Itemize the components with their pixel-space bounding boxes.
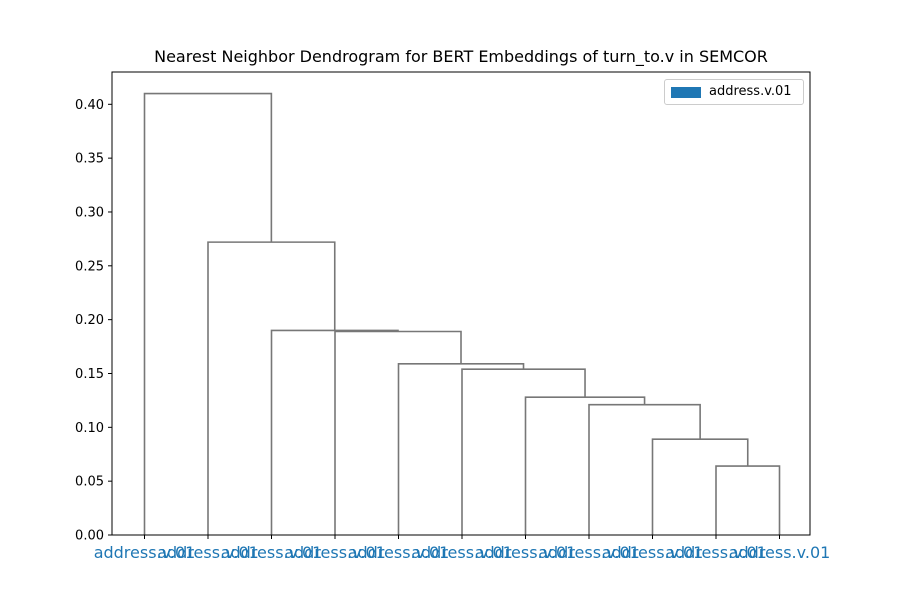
dendrogram-link-4 <box>461 368 586 535</box>
dendrogram-link-7 <box>270 329 399 535</box>
legend-swatch <box>671 87 701 98</box>
y-tick-label-5: 0.25 <box>75 259 104 274</box>
leaf-label-9: address.v.01 <box>665 543 767 562</box>
y-tick-label-6: 0.30 <box>75 205 104 220</box>
plot-frame <box>111 71 811 536</box>
chart-title: Nearest Neighbor Dendrogram for BERT Emb… <box>154 47 768 66</box>
leaf-label-2: address.v.01 <box>221 543 323 562</box>
y-tick-label-3: 0.15 <box>75 367 104 382</box>
y-tick-label-4: 0.20 <box>75 313 104 328</box>
y-tick-label-1: 0.05 <box>75 475 104 490</box>
leaf-label-7: address.v.01 <box>538 543 640 562</box>
dendrogram-link-9 <box>143 92 273 535</box>
y-tick-label-7: 0.35 <box>75 152 104 167</box>
dendrogram-link-0 <box>715 465 781 535</box>
y-tick-label-8: 0.40 <box>75 98 104 113</box>
leaf-label-4: address.v.01 <box>348 543 450 562</box>
dendrogram-link-1 <box>651 438 749 535</box>
leaf-label-3: address.v.01 <box>284 543 386 562</box>
leaf-label-0: address.v.01 <box>94 543 196 562</box>
leaf-label-1: address.v.01 <box>157 543 259 562</box>
leaf-label-6: address.v.01 <box>475 543 577 562</box>
leaf-label-8: address.v.01 <box>602 543 704 562</box>
dendrogram-link-5 <box>397 362 525 535</box>
leaf-label-5: address.v.01 <box>411 543 513 562</box>
dendrogram-link-8 <box>207 241 336 535</box>
dendrogram-link-3 <box>524 396 646 535</box>
y-tick-label-0: 0.00 <box>75 529 104 544</box>
leaf-label-10: address.v.01 <box>729 543 831 562</box>
dendrogram-link-2 <box>588 403 701 535</box>
legend-label: address.v.01 <box>709 84 792 99</box>
legend: address.v.01 <box>664 79 804 105</box>
y-tick-label-2: 0.10 <box>75 421 104 436</box>
